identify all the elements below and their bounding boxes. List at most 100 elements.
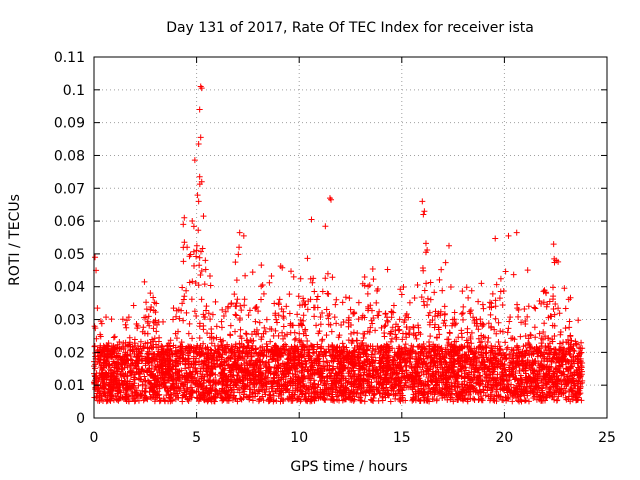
data-point [284, 331, 291, 338]
data-point [452, 388, 459, 395]
data-point [250, 376, 257, 383]
data-point [506, 362, 513, 369]
data-point [469, 384, 476, 391]
data-point [532, 334, 539, 341]
data-point [367, 324, 374, 331]
data-point [180, 382, 187, 389]
data-point [430, 359, 437, 366]
data-point [176, 371, 183, 378]
data-point [167, 391, 174, 398]
data-point [194, 395, 201, 402]
data-point [551, 332, 558, 339]
data-point [245, 312, 252, 319]
data-point [324, 378, 331, 385]
data-point [235, 251, 242, 258]
data-point [282, 346, 289, 353]
data-point [423, 280, 430, 287]
data-point [119, 362, 126, 369]
data-point [307, 371, 314, 378]
data-point [122, 351, 129, 358]
data-point [511, 391, 518, 398]
data-point [183, 309, 190, 316]
data-point [220, 370, 227, 377]
data-point [276, 352, 283, 359]
data-point [421, 302, 428, 309]
data-point [461, 378, 468, 385]
data-point [510, 271, 517, 278]
data-point [281, 347, 288, 354]
data-point [252, 318, 259, 325]
data-point [577, 360, 584, 367]
data-point [385, 392, 392, 399]
data-point [92, 377, 99, 384]
data-point [555, 364, 562, 371]
data-point [147, 306, 154, 313]
data-point [501, 385, 508, 392]
data-point [549, 322, 556, 329]
data-point [397, 286, 404, 293]
data-point [393, 351, 400, 358]
data-point [418, 294, 425, 301]
data-point [195, 378, 202, 385]
data-point [268, 273, 275, 280]
data-point [437, 308, 444, 315]
data-point [433, 379, 440, 386]
data-point [365, 367, 372, 374]
data-point [220, 313, 227, 320]
data-point [271, 300, 278, 307]
data-point [108, 316, 115, 323]
data-point [169, 351, 176, 358]
data-point [287, 367, 294, 374]
data-point [188, 389, 195, 396]
data-point [483, 350, 490, 357]
data-point [162, 383, 169, 390]
data-point [98, 365, 105, 372]
data-point [194, 192, 201, 199]
data-point [387, 364, 394, 371]
data-point [530, 371, 537, 378]
data-point [259, 386, 266, 393]
data-point [495, 338, 502, 345]
data-point [220, 396, 227, 403]
data-point [240, 377, 247, 384]
data-point [355, 299, 362, 306]
data-point [153, 328, 160, 335]
data-point [526, 364, 533, 371]
data-point [269, 356, 276, 363]
data-point [560, 347, 567, 354]
data-point [360, 334, 367, 341]
data-point [264, 343, 271, 350]
data-point [567, 386, 574, 393]
data-point [302, 389, 309, 396]
data-point [218, 369, 225, 376]
data-point [476, 396, 483, 403]
data-point [425, 350, 432, 357]
data-point [244, 353, 251, 360]
data-point [372, 327, 379, 334]
data-point [234, 386, 241, 393]
data-point [434, 347, 441, 354]
data-point [142, 340, 149, 347]
data-point [555, 393, 562, 400]
data-point [389, 360, 396, 367]
data-point [452, 349, 459, 356]
data-point [332, 379, 339, 386]
data-point [143, 299, 150, 306]
data-point [543, 372, 550, 379]
data-point [347, 396, 354, 403]
data-point [486, 374, 493, 381]
data-point [145, 313, 152, 320]
data-point [103, 314, 110, 321]
data-point [566, 324, 573, 331]
data-point [433, 382, 440, 389]
data-point [332, 370, 339, 377]
data-point [180, 317, 187, 324]
data-point [456, 389, 463, 396]
data-point [368, 307, 375, 314]
data-point [297, 275, 304, 282]
data-point [188, 296, 195, 303]
data-point [326, 366, 333, 373]
data-point [406, 299, 413, 306]
data-point [220, 337, 227, 344]
data-point [554, 384, 561, 391]
